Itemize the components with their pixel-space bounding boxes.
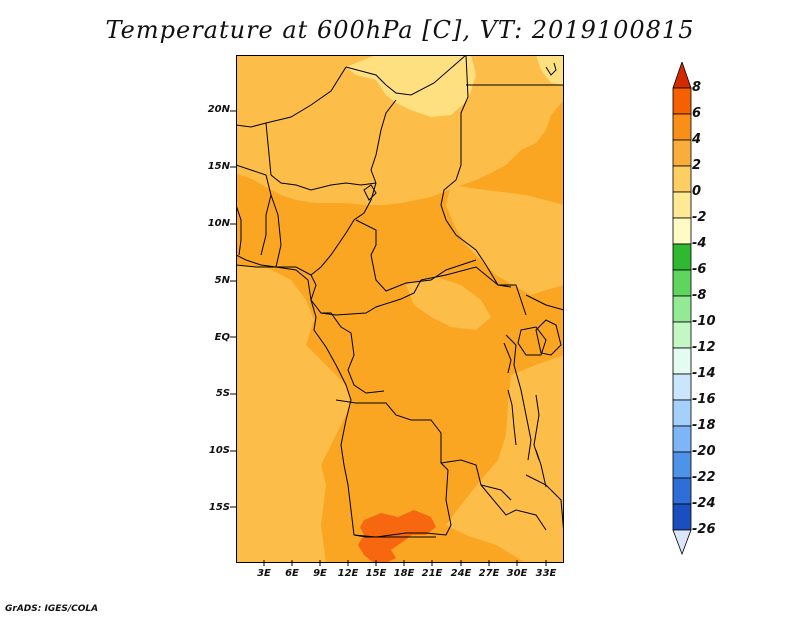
colorbar-label: -18 — [692, 418, 716, 433]
colorbar-label: -24 — [692, 496, 716, 511]
colorbar-band — [672, 87, 692, 115]
x-tick-24E: 24E — [450, 568, 472, 579]
colorbar-top-arrow — [672, 62, 692, 89]
colorbar-label: -6 — [692, 262, 707, 277]
colorbar-bottom-arrow — [672, 529, 692, 556]
field-0-to-2-west — [236, 265, 351, 563]
colorbar-band — [672, 165, 692, 193]
x-tick-18E: 18E — [393, 568, 415, 579]
colorbar-label: 6 — [692, 106, 702, 121]
country-borders — [235, 54, 565, 538]
y-tick-15S: 15S — [208, 502, 230, 513]
y-tick-10N: 10N — [207, 218, 230, 229]
field-minus2-to-0-ne — [536, 55, 564, 85]
colorbar-band — [672, 243, 692, 271]
colorbar-label: 8 — [692, 80, 702, 95]
colorbar-band — [672, 321, 692, 349]
y-tick-5S: 5S — [215, 388, 230, 399]
colorbar-label: -10 — [692, 314, 716, 329]
x-tick-9E: 9E — [313, 568, 327, 579]
colorbar-label: 4 — [692, 132, 702, 147]
colorbar-band — [672, 399, 692, 427]
colorbar-label: -26 — [692, 522, 716, 537]
colorbar-band — [672, 269, 692, 297]
y-tick-20N: 20N — [207, 104, 230, 115]
colorbar-band — [672, 217, 692, 245]
y-tick-15N: 15N — [207, 161, 230, 172]
y-tick-5N: 5N — [214, 275, 230, 286]
y-tick-EQ: EQ — [214, 332, 230, 343]
x-tick-30E: 30E — [506, 568, 528, 579]
footer-credit: GrADS: IGES/COLA — [5, 604, 99, 614]
colorbar-band — [672, 477, 692, 505]
y-tick-marks — [230, 110, 236, 508]
colorbar-band — [672, 503, 692, 531]
colorbar — [672, 62, 692, 556]
x-tick-6E: 6E — [285, 568, 299, 579]
colorbar-label: -16 — [692, 392, 716, 407]
colorbar-label: -20 — [692, 444, 716, 459]
field-0-to-2-central — [406, 277, 491, 330]
field-0-to-2-east — [446, 185, 564, 295]
x-tick-3E: 3E — [257, 568, 271, 579]
colorbar-label: -22 — [692, 470, 716, 485]
colorbar-label: -14 — [692, 366, 716, 381]
y-tick-10S: 10S — [208, 445, 230, 456]
colorbar-band — [672, 295, 692, 323]
field-minus2-to-0-north — [346, 55, 476, 117]
x-tick-marks — [263, 560, 547, 566]
colorbar-band — [672, 347, 692, 375]
colorbar-label: 0 — [692, 184, 702, 199]
colorbar-band — [672, 425, 692, 453]
x-tick-15E: 15E — [365, 568, 387, 579]
colorbar-band — [672, 191, 692, 219]
colorbar-band — [672, 451, 692, 479]
x-tick-21E: 21E — [421, 568, 443, 579]
x-tick-33E: 33E — [535, 568, 557, 579]
colorbar-label: 2 — [692, 158, 702, 173]
x-tick-12E: 12E — [337, 568, 359, 579]
x-tick-27E: 27E — [478, 568, 500, 579]
colorbar-label: -2 — [692, 210, 707, 225]
colorbar-band — [672, 139, 692, 167]
field-0-to-2-north — [236, 55, 564, 205]
colorbar-band — [672, 373, 692, 401]
colorbar-band — [672, 113, 692, 141]
field-0-to-2-southeast — [446, 355, 564, 563]
temperature-map — [235, 54, 565, 563]
map-area — [235, 54, 565, 563]
chart-title: Temperature at 600hPa [C], VT: 201910081… — [105, 16, 695, 44]
colorbar-label: -4 — [692, 236, 707, 251]
colorbar-label: -12 — [692, 340, 716, 355]
colorbar-label: -8 — [692, 288, 707, 303]
